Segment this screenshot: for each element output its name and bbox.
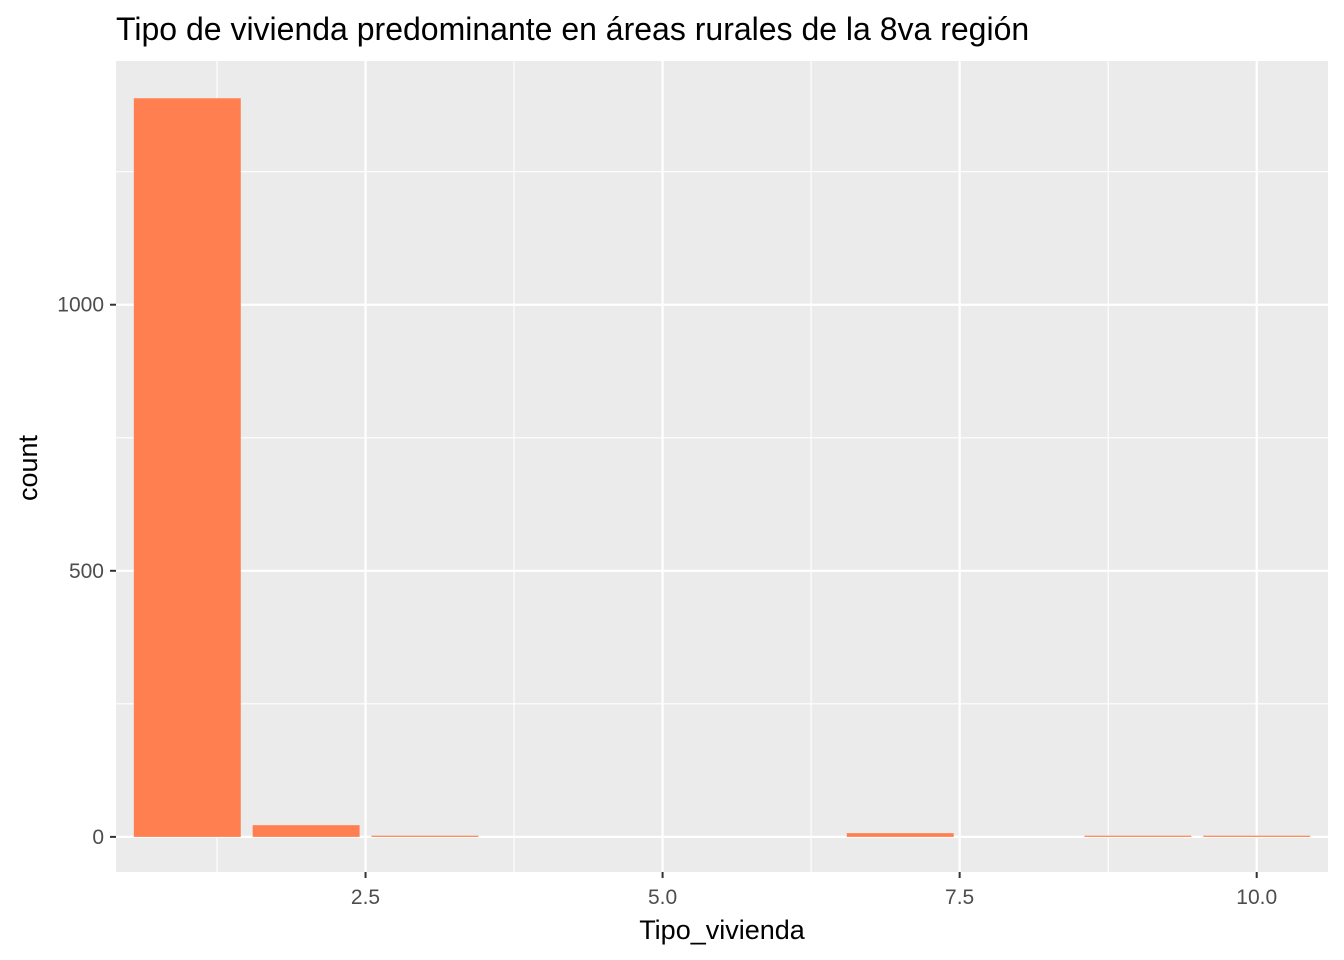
chart-title: Tipo de vivienda predominante en áreas r…: [116, 11, 1029, 47]
y-tick-label: 0: [92, 826, 104, 849]
y-axis-title: count: [13, 434, 43, 501]
bar: [371, 835, 479, 837]
axis-ticks: [110, 303, 1258, 878]
x-tick-label: 5.0: [648, 886, 677, 909]
y-tick-label: 1000: [57, 294, 104, 317]
x-axis-title: Tipo_vivienda: [639, 915, 806, 945]
minor-gridlines: [116, 61, 1328, 872]
bar: [252, 825, 360, 837]
bar: [133, 98, 241, 837]
x-tick-label: 10.0: [1236, 886, 1277, 909]
plot-panel: [116, 61, 1328, 872]
axis-tick-labels: 2.5 5.0 7.5 10.0 0 500 1000: [57, 294, 1277, 909]
bar: [1084, 835, 1192, 837]
x-tick-label: 2.5: [351, 886, 380, 909]
bar: [846, 833, 954, 837]
x-tick-label: 7.5: [945, 886, 974, 909]
bar: [1203, 835, 1311, 837]
bars: [133, 98, 1311, 837]
y-tick-label: 500: [69, 560, 104, 583]
